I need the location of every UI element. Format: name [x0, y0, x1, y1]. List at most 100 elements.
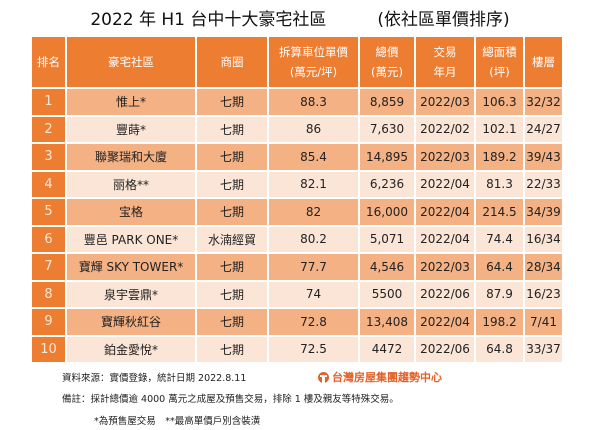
cell-area: 102.1 [474, 114, 525, 144]
header-district: 商圈 [195, 35, 269, 89]
header-line2: (萬元/坪) [289, 64, 338, 79]
table-row: 8 泉宇雲鼎* 七期 74 5500 2022/06 87.9 16/23 [30, 279, 564, 309]
cell-rank: 7 [30, 252, 67, 282]
legend-note: *為預售屋交易 **最高單價戶別含裝潢 [94, 416, 261, 427]
cell-unit-price: 82 [267, 197, 360, 227]
cell-rank: 5 [30, 197, 67, 227]
header-line2: 年月 [433, 64, 457, 79]
header-trade-date: 交易 年月 [414, 35, 476, 89]
logo-icon [318, 371, 329, 383]
cell-community: 泉宇雲鼎* [65, 279, 197, 309]
cell-total-price: 6,236 [358, 169, 416, 199]
cell-district: 七期 [195, 334, 269, 364]
cell-total-price: 5,071 [358, 224, 416, 254]
cell-community: 鉑金愛悅* [65, 334, 197, 364]
cell-rank: 4 [30, 169, 67, 199]
title-main: 2022 年 H1 台中十大豪宅社區 [90, 10, 327, 30]
header-line1: 總面積 [482, 44, 517, 59]
table-row: 3 聯聚瑞和大廈 七期 85.4 14,895 2022/03 189.2 39/43 [30, 142, 564, 172]
header-floor: 樓層 [523, 35, 564, 89]
header-line2: (萬元) [371, 64, 403, 79]
cell-unit-price: 80.2 [267, 224, 360, 254]
cell-trade-date: 2022/06 [414, 279, 476, 309]
cell-total-price: 13,408 [358, 307, 416, 337]
cell-unit-price: 88.3 [267, 87, 360, 117]
header-line1: 商圈 [220, 54, 244, 69]
cell-area: 87.9 [474, 279, 525, 309]
cell-community: 惟上* [65, 87, 197, 117]
cell-district: 水湳經貿 [195, 224, 269, 254]
cell-total-price: 16,000 [358, 197, 416, 227]
cell-floor: 16/23 [523, 279, 564, 309]
cell-unit-price: 72.5 [267, 334, 360, 364]
cell-floor: 34/39 [523, 197, 564, 227]
header-line1: 交易 [433, 44, 457, 59]
cell-community: 丽格** [65, 169, 197, 199]
cell-area: 189.2 [474, 142, 525, 172]
cell-district: 七期 [195, 307, 269, 337]
source-note: 資料來源：實價登錄，統計日期 2022.8.11 [62, 373, 247, 384]
cell-rank: 3 [30, 142, 67, 172]
cell-rank: 1 [30, 87, 67, 117]
table-row: 1 惟上* 七期 88.3 8,859 2022/03 106.3 32/32 [30, 87, 564, 117]
ranking-table: 排名 豪宅社區 商圈 拆算車位單價 (萬元/坪) 總價 (萬元) 交易 年月 總面積 (坪) 樓層 1… [30, 35, 564, 364]
cell-unit-price: 82.1 [267, 169, 360, 199]
cell-district: 七期 [195, 197, 269, 227]
cell-floor: 33/37 [523, 334, 564, 364]
cell-total-price: 8,859 [358, 87, 416, 117]
cell-trade-date: 2022/04 [414, 224, 476, 254]
cell-floor: 7/41 [523, 307, 564, 337]
cell-community: 豐邑 PARK ONE* [65, 224, 197, 254]
header-line1: 排名 [37, 54, 60, 69]
page-title: 2022 年 H1 台中十大豪宅社區 (依社區單價排序) [0, 5, 600, 30]
cell-trade-date: 2022/06 [414, 334, 476, 364]
header-line2: (坪) [489, 64, 510, 79]
cell-community: 寶輝秋紅谷 [65, 307, 197, 337]
table-row: 7 寶輝 SKY TOWER* 七期 77.7 4,546 2022/03 64.4 28/3… [30, 252, 564, 282]
cell-district: 七期 [195, 169, 269, 199]
table-row: 10 鉑金愛悅* 七期 72.5 4472 2022/06 64.8 33/37 [30, 334, 564, 364]
cell-community: 寶輝 SKY TOWER* [65, 252, 197, 282]
logo-text: 台灣房屋集團趨勢中心 [332, 371, 442, 384]
cell-rank: 2 [30, 114, 67, 144]
cell-unit-price: 85.4 [267, 142, 360, 172]
header-unit-price: 拆算車位單價 (萬元/坪) [267, 35, 360, 89]
cell-rank: 8 [30, 279, 67, 309]
cell-floor: 16/34 [523, 224, 564, 254]
cell-district: 七期 [195, 279, 269, 309]
cell-area: 81.3 [474, 169, 525, 199]
cell-area: 64.8 [474, 334, 525, 364]
cell-trade-date: 2022/04 [414, 169, 476, 199]
cell-total-price: 5500 [358, 279, 416, 309]
cell-area: 198.2 [474, 307, 525, 337]
cell-total-price: 14,895 [358, 142, 416, 172]
cell-community: 聯聚瑞和大廈 [65, 142, 197, 172]
cell-unit-price: 77.7 [267, 252, 360, 282]
header-line1: 總價 [375, 44, 399, 59]
cell-trade-date: 2022/03 [414, 252, 476, 282]
header-community: 豪宅社區 [65, 35, 197, 89]
cell-floor: 22/33 [523, 169, 564, 199]
cell-unit-price: 74 [267, 279, 360, 309]
header-area: 總面積 (坪) [474, 35, 525, 89]
cell-floor: 28/34 [523, 252, 564, 282]
table-row: 5 宝格 七期 82 16,000 2022/04 214.5 34/39 [30, 197, 564, 227]
cell-district: 七期 [195, 252, 269, 282]
header-line1: 樓層 [532, 54, 555, 69]
cell-unit-price: 86 [267, 114, 360, 144]
header-line1: 豪宅社區 [108, 54, 154, 69]
cell-rank: 6 [30, 224, 67, 254]
table-row: 2 豐蒔* 七期 86 7,630 2022/02 102.1 24/27 [30, 114, 564, 144]
cell-floor: 39/43 [523, 142, 564, 172]
table-row: 6 豐邑 PARK ONE* 水湳經貿 80.2 5,071 2022/04 74.4 16/… [30, 224, 564, 254]
cell-trade-date: 2022/03 [414, 142, 476, 172]
cell-floor: 32/32 [523, 87, 564, 117]
cell-trade-date: 2022/03 [414, 87, 476, 117]
cell-area: 64.4 [474, 252, 525, 282]
title-sub: (依社區單價排序) [377, 10, 510, 30]
cell-community: 宝格 [65, 197, 197, 227]
cell-rank: 9 [30, 307, 67, 337]
cell-district: 七期 [195, 142, 269, 172]
header-line1: 拆算車位單價 [279, 44, 348, 59]
cell-area: 74.4 [474, 224, 525, 254]
